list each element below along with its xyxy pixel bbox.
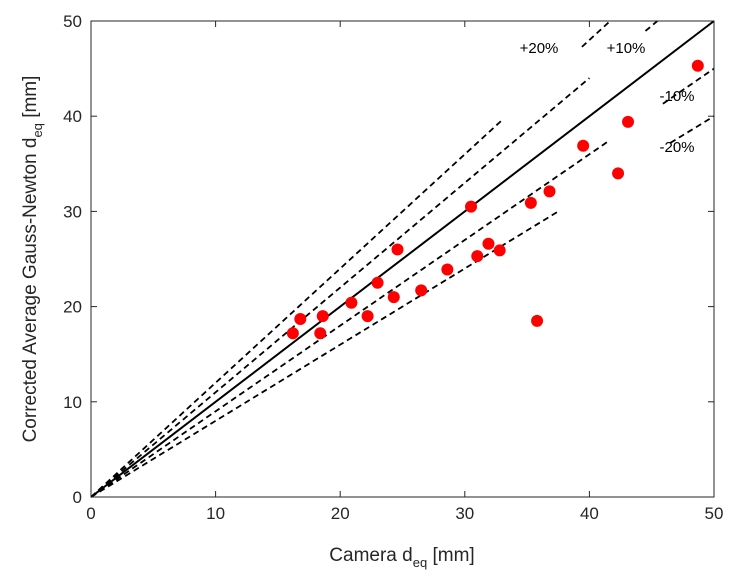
y-axis-label: Corrected Average Gauss-Newton deq [mm]	[20, 76, 45, 443]
reference-line-identity	[90, 20, 715, 498]
y-tick-label: 0	[73, 488, 82, 507]
data-point-0	[286, 327, 299, 340]
x-tick-label: 0	[86, 504, 95, 523]
x-tick-label: 20	[331, 504, 350, 523]
data-point-3	[316, 310, 329, 323]
data-point-21	[691, 59, 704, 72]
data-point-12	[471, 250, 484, 263]
reference-line-minus20-seg0	[90, 209, 560, 498]
reference-lines	[90, 20, 715, 498]
data-point-1	[294, 312, 307, 325]
reference-line-plus20-seg1	[581, 20, 611, 48]
x-tick-label: 30	[455, 504, 474, 523]
data-point-14	[493, 244, 506, 257]
reference-line-minus10-seg0	[90, 141, 608, 498]
y-tick-label: 30	[63, 202, 82, 221]
reference-line-minus20-seg1	[669, 115, 715, 144]
reference-line-plus10-seg0	[90, 77, 590, 498]
x-tick-label: 50	[705, 504, 724, 523]
y-tick-label: 20	[63, 298, 82, 317]
data-point-7	[387, 291, 400, 304]
plot-frame	[90, 20, 715, 498]
y-tick-label: 50	[63, 12, 82, 31]
reference-line-plus10-seg1	[644, 20, 658, 32]
data-point-6	[371, 276, 384, 289]
x-axis-label: Camera deq [mm]	[329, 545, 474, 570]
annotation-minus20: -20%	[659, 139, 694, 156]
data-point-9	[415, 284, 428, 297]
data-point-17	[543, 185, 556, 198]
line-annotations: +10% +20% -10% -20%	[520, 40, 695, 156]
axis-ticks: 0 10 20 30 40 50 0 10 20 30 40 50	[63, 12, 723, 523]
y-tick-label: 40	[63, 107, 82, 126]
reference-line-minus10-seg1	[662, 67, 715, 105]
data-point-19	[612, 167, 625, 180]
reference-line-plus20-seg0	[90, 119, 503, 498]
data-point-11	[465, 200, 478, 213]
y-tick-label: 10	[63, 393, 82, 412]
data-point-20	[622, 115, 635, 128]
data-point-18	[577, 139, 590, 152]
data-point-5	[361, 310, 374, 323]
data-point-13	[482, 237, 495, 250]
data-point-16	[531, 314, 544, 327]
data-point-10	[441, 263, 454, 276]
data-point-8	[391, 243, 404, 256]
data-point-2	[314, 327, 327, 340]
annotation-minus10: -10%	[659, 88, 694, 105]
annotation-plus10: +10%	[607, 40, 646, 57]
data-points	[286, 59, 704, 340]
data-point-15	[524, 196, 537, 209]
x-tick-label: 40	[580, 504, 599, 523]
x-tick-label: 10	[206, 504, 225, 523]
data-point-4	[345, 296, 358, 309]
annotation-plus20: +20%	[520, 40, 559, 57]
